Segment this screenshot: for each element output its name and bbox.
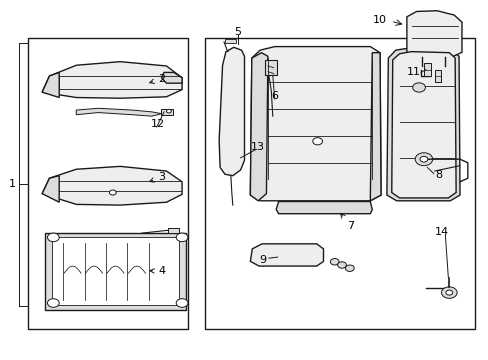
Text: 2: 2 xyxy=(149,74,165,84)
Polygon shape xyxy=(250,53,267,201)
Circle shape xyxy=(176,299,187,307)
Polygon shape xyxy=(42,166,182,205)
Circle shape xyxy=(47,299,59,307)
Circle shape xyxy=(166,109,171,113)
Polygon shape xyxy=(250,46,380,201)
Polygon shape xyxy=(276,202,371,214)
Bar xyxy=(224,40,235,43)
Text: 11: 11 xyxy=(407,67,420,77)
Polygon shape xyxy=(391,51,455,198)
Polygon shape xyxy=(250,244,323,266)
Polygon shape xyxy=(406,11,461,57)
Circle shape xyxy=(337,262,346,268)
Polygon shape xyxy=(161,72,182,83)
Text: 14: 14 xyxy=(434,227,448,237)
Text: 10: 10 xyxy=(372,15,386,26)
Bar xyxy=(44,233,185,310)
Circle shape xyxy=(441,287,456,298)
Text: 7: 7 xyxy=(340,213,354,231)
Circle shape xyxy=(412,83,425,92)
Circle shape xyxy=(330,258,338,265)
Text: 12: 12 xyxy=(150,120,164,129)
Text: 9: 9 xyxy=(259,255,265,265)
Bar xyxy=(27,39,188,329)
Text: 8: 8 xyxy=(434,170,441,180)
Polygon shape xyxy=(386,48,459,201)
Polygon shape xyxy=(76,108,161,116)
Bar xyxy=(52,237,178,305)
Polygon shape xyxy=(42,62,182,98)
Circle shape xyxy=(419,156,427,162)
Bar xyxy=(205,39,474,329)
Polygon shape xyxy=(42,72,59,98)
Polygon shape xyxy=(369,53,380,201)
Text: 6: 6 xyxy=(271,91,278,101)
Circle shape xyxy=(414,153,432,166)
Text: 1: 1 xyxy=(9,179,16,189)
Bar xyxy=(168,228,179,233)
Bar xyxy=(160,109,172,115)
Circle shape xyxy=(109,190,116,195)
Circle shape xyxy=(47,233,59,242)
Text: 3: 3 xyxy=(149,172,165,182)
Polygon shape xyxy=(42,176,59,202)
Circle shape xyxy=(312,138,322,145)
Circle shape xyxy=(445,290,452,295)
Text: 13: 13 xyxy=(251,142,264,152)
Bar xyxy=(424,63,430,76)
Bar xyxy=(265,60,277,75)
Polygon shape xyxy=(219,47,244,176)
Circle shape xyxy=(345,265,353,271)
Bar xyxy=(434,69,440,82)
Text: 5: 5 xyxy=(234,27,241,37)
Text: 4: 4 xyxy=(149,266,165,276)
Circle shape xyxy=(176,233,187,242)
